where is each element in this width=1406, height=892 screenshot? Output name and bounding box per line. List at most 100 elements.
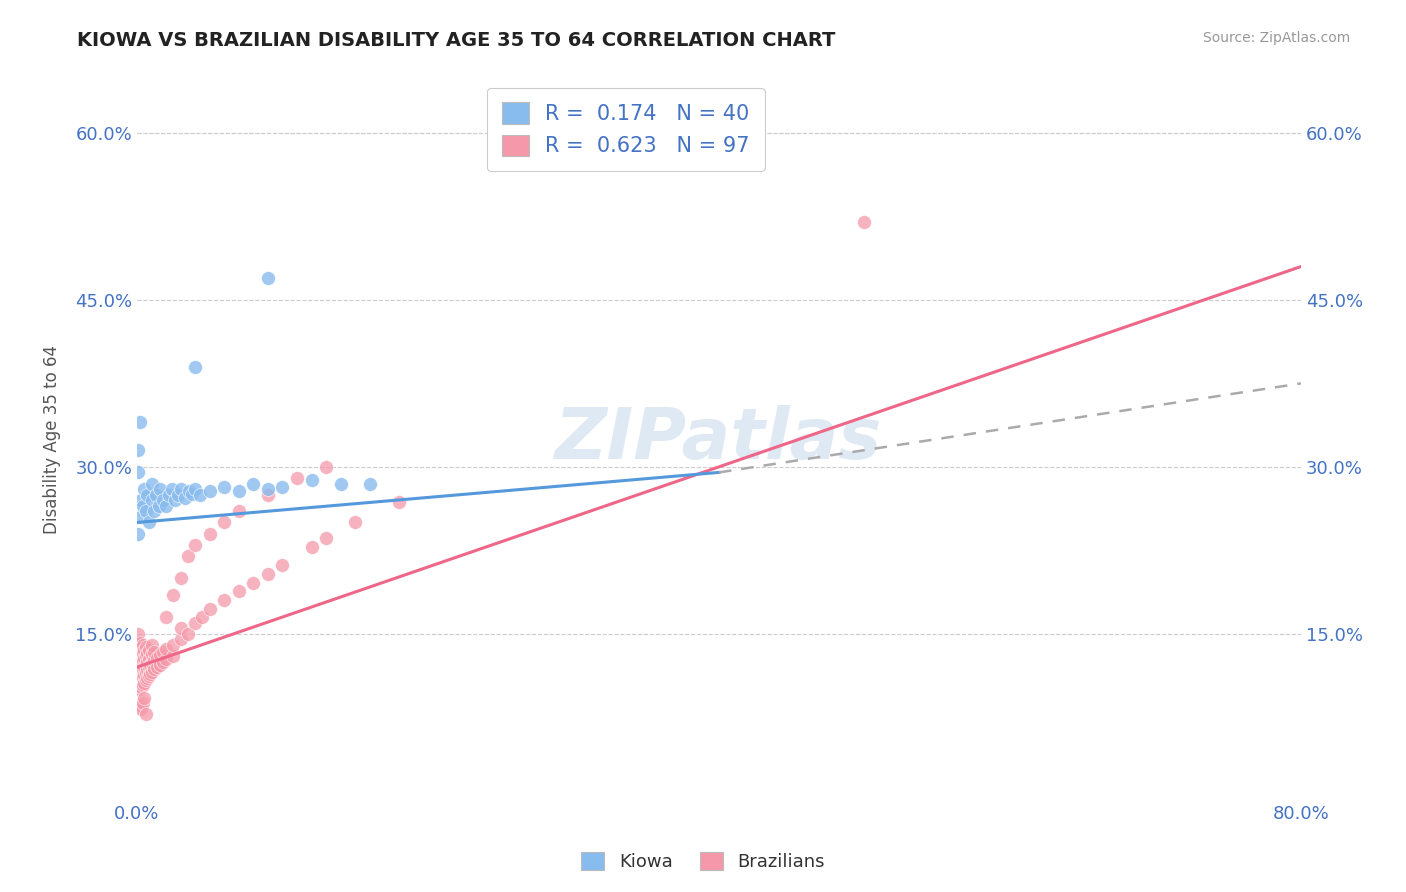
Point [131, 673, 153, 687]
Point [141, 476, 163, 491]
Point [135, 657, 157, 672]
Point [169, 571, 191, 585]
Point [329, 476, 352, 491]
Point [131, 680, 153, 694]
Point [131, 641, 153, 656]
Point [134, 651, 156, 665]
Point [149, 482, 172, 496]
Point [228, 504, 250, 518]
Point [184, 615, 207, 630]
Point [155, 642, 177, 657]
Point [169, 621, 191, 635]
Point [129, 666, 152, 681]
Point [127, 443, 149, 458]
Point [162, 638, 184, 652]
Text: Source: ZipAtlas.com: Source: ZipAtlas.com [1202, 31, 1350, 45]
Legend: Kiowa, Brazilians: Kiowa, Brazilians [574, 846, 832, 879]
Y-axis label: Disability Age 35 to 64: Disability Age 35 to 64 [44, 344, 60, 533]
Point [149, 648, 172, 662]
Point [138, 643, 160, 657]
Point [127, 682, 149, 697]
Point [136, 646, 159, 660]
Point [184, 359, 207, 374]
Point [155, 652, 177, 666]
Point [163, 493, 186, 508]
Point [242, 575, 264, 590]
Text: KIOWA VS BRAZILIAN DISABILITY AGE 35 TO 64 CORRELATION CHART: KIOWA VS BRAZILIAN DISABILITY AGE 35 TO … [77, 31, 835, 50]
Text: ZIPatlas: ZIPatlas [555, 405, 883, 474]
Point [228, 584, 250, 599]
Point [132, 662, 155, 676]
Point [127, 673, 149, 688]
Point [131, 648, 153, 663]
Point [285, 471, 308, 485]
Point [134, 675, 156, 690]
Point [143, 504, 166, 518]
Point [134, 643, 156, 657]
Point [134, 660, 156, 674]
Point [257, 566, 280, 581]
Point [135, 648, 157, 663]
Point [131, 665, 153, 679]
Point [214, 480, 236, 494]
Point [129, 635, 152, 649]
Point [139, 657, 162, 672]
Point [136, 662, 159, 676]
Point [152, 644, 174, 658]
Point [139, 666, 162, 681]
Point [301, 540, 323, 554]
Point [162, 648, 184, 663]
Point [143, 644, 166, 658]
Point [129, 509, 152, 524]
Point [155, 499, 177, 513]
Point [214, 593, 236, 607]
Point [174, 491, 197, 505]
Point [127, 634, 149, 648]
Point [129, 651, 152, 665]
Point [198, 526, 221, 541]
Point [214, 516, 236, 530]
Point [127, 526, 149, 541]
Point [132, 670, 155, 684]
Point [127, 626, 149, 640]
Point [315, 531, 337, 545]
Point [359, 476, 381, 491]
Point [136, 488, 159, 502]
Point [143, 662, 166, 676]
Point [138, 669, 160, 683]
Point [257, 270, 280, 285]
Point [257, 488, 280, 502]
Point [129, 699, 152, 714]
Point [191, 610, 214, 624]
Point [271, 558, 294, 572]
Point [132, 678, 155, 692]
Point [141, 656, 163, 670]
Point [166, 488, 188, 502]
Point [160, 482, 183, 496]
Point [131, 493, 153, 508]
Point [148, 499, 170, 513]
Point [129, 682, 152, 697]
Point [157, 488, 180, 502]
Point [169, 482, 191, 496]
Point [134, 668, 156, 682]
Point [184, 482, 207, 496]
Point [853, 215, 876, 229]
Point [135, 665, 157, 680]
Point [129, 660, 152, 674]
Point [344, 516, 367, 530]
Point [132, 638, 155, 652]
Point [134, 691, 156, 706]
Point [135, 504, 157, 518]
Point [135, 706, 157, 721]
Point [198, 484, 221, 499]
Point [129, 643, 152, 657]
Point [257, 482, 280, 496]
Point [152, 493, 174, 508]
Legend: R =  0.174   N = 40, R =  0.623   N = 97: R = 0.174 N = 40, R = 0.623 N = 97 [486, 87, 765, 171]
Point [179, 484, 201, 499]
Point [301, 473, 323, 487]
Point [184, 538, 207, 552]
Point [132, 499, 155, 513]
Point [136, 655, 159, 669]
